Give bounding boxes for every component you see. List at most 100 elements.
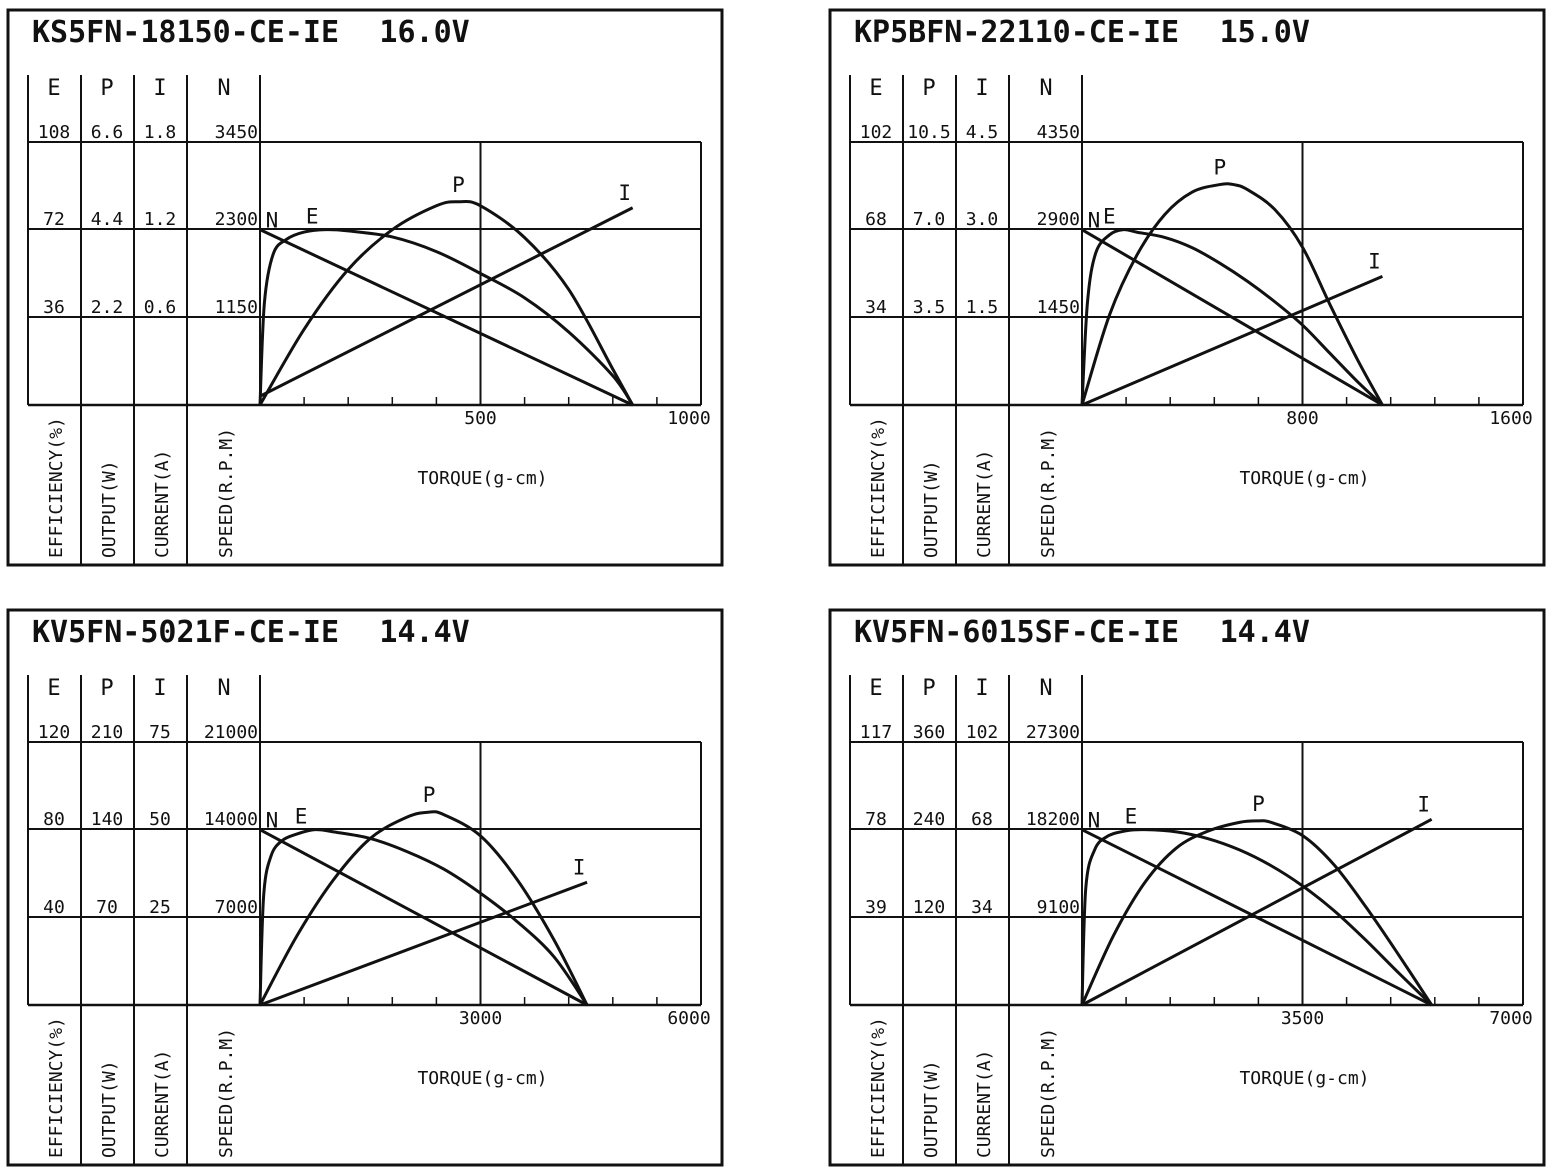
series-curve-N: [1081, 828, 1433, 1007]
y-tick-label: 40: [43, 897, 65, 918]
y-tick-label: 7.0: [913, 209, 946, 230]
chart-voltage: 16.0V: [379, 15, 469, 50]
series-curve-P: [1080, 819, 1433, 1006]
y-tick-label: 102: [966, 722, 999, 743]
y-tick-label: 50: [149, 809, 171, 830]
x-tick-label: 800: [1286, 408, 1319, 429]
y-tick-label: 78: [865, 809, 887, 830]
chart-title: KV5FN-6015SF-CE-IE: [854, 615, 1179, 650]
column-letter: P: [922, 76, 935, 101]
panel-frame: [828, 608, 1546, 1167]
column-axis-label: EFFICIENCY(%): [868, 417, 889, 558]
y-tick-label: 1450: [1037, 297, 1080, 318]
column-letter: N: [1039, 76, 1052, 101]
column-letter: I: [975, 76, 988, 101]
series-label: P: [452, 173, 465, 197]
y-tick-label: 10.5: [907, 122, 950, 143]
column-axis-label: OUTPUT(W): [921, 1060, 942, 1158]
y-tick-label: 34: [971, 897, 993, 918]
y-tick-label: 120: [913, 897, 946, 918]
column-axis-label: CURRENT(A): [152, 1050, 173, 1158]
y-tick-label: 4.4: [91, 209, 124, 230]
y-tick-label: 2900: [1037, 209, 1080, 230]
series-curve-N: [1081, 228, 1384, 407]
x-tick-label: 3500: [1281, 1008, 1324, 1029]
column-letter: P: [100, 676, 113, 701]
y-tick-label: 27300: [1026, 722, 1080, 743]
column-axis-label: CURRENT(A): [152, 450, 173, 558]
series-curve-I: [1081, 275, 1384, 407]
column-axis-label: CURRENT(A): [974, 1050, 995, 1158]
series-curve-N: [259, 828, 588, 1007]
y-tick-label: 9100: [1037, 897, 1080, 918]
series-curve-E: [258, 828, 589, 1006]
y-tick-label: 1150: [215, 297, 258, 318]
y-tick-label: 3450: [215, 122, 258, 143]
y-tick-label: 6.6: [91, 122, 124, 143]
y-tick-label: 14000: [204, 809, 258, 830]
y-tick-label: 21000: [204, 722, 258, 743]
column-axis-label: SPEED(R.P.M): [216, 1028, 237, 1158]
y-tick-label: 25: [149, 897, 171, 918]
x-axis-label: TORQUE(g-cm): [1239, 1068, 1369, 1089]
y-tick-label: 36: [43, 297, 65, 318]
column-letter: P: [100, 76, 113, 101]
column-letter: E: [869, 676, 882, 701]
y-tick-label: 7000: [215, 897, 258, 918]
y-tick-label: 2300: [215, 209, 258, 230]
chart-panel: KS5FN-18150-CE-IE 16.0V E P I N 108 72 36 6.6 4.4 2…: [6, 8, 724, 567]
series-curve-I: [1081, 818, 1433, 1007]
panel-frame: [828, 8, 1546, 567]
y-tick-label: 80: [43, 809, 65, 830]
chart-panel: KV5FN-6015SF-CE-IE 14.4V E P I N 117 78 39 360 240…: [828, 608, 1546, 1167]
x-axis-label: TORQUE(g-cm): [1239, 468, 1369, 489]
y-tick-label: 70: [96, 897, 118, 918]
x-tick-label: 3000: [459, 1008, 502, 1029]
y-tick-label: 39: [865, 897, 887, 918]
series-curve-I: [259, 206, 634, 398]
chart-voltage: 15.0V: [1220, 15, 1310, 50]
y-tick-label: 117: [860, 722, 893, 743]
series-curve-E: [1080, 228, 1384, 407]
column-letter: P: [922, 676, 935, 701]
panel-frame: [6, 8, 724, 567]
column-letter: E: [47, 76, 60, 101]
column-letter: N: [217, 76, 230, 101]
series-label: I: [1417, 792, 1430, 816]
series-curve-P: [258, 199, 634, 406]
y-tick-label: 72: [43, 209, 65, 230]
series-label: E: [306, 205, 319, 229]
y-tick-label: 1.5: [966, 297, 999, 318]
column-axis-label: EFFICIENCY(%): [46, 417, 67, 558]
column-axis-label: OUTPUT(W): [99, 460, 120, 558]
chart-title: KS5FN-18150-CE-IE: [32, 15, 339, 50]
y-tick-label: 18200: [1026, 809, 1080, 830]
x-axis-label: TORQUE(g-cm): [417, 1068, 547, 1089]
series-label: I: [1368, 249, 1381, 273]
y-tick-label: 108: [38, 122, 71, 143]
series-label: N: [266, 809, 279, 833]
series-label: N: [1088, 209, 1101, 233]
x-tick-label: 1000: [667, 408, 710, 429]
column-letter: N: [1039, 676, 1052, 701]
series-curve-N: [259, 228, 634, 407]
series-label: P: [1213, 156, 1226, 180]
chart-title: KP5BFN-22110-CE-IE: [854, 15, 1179, 50]
y-tick-label: 1.8: [144, 122, 177, 143]
x-tick-label: 1600: [1489, 408, 1532, 429]
column-axis-label: EFFICIENCY(%): [46, 1017, 67, 1158]
y-tick-label: 75: [149, 722, 171, 743]
series-curve-E: [258, 228, 634, 406]
y-tick-label: 0.6: [144, 297, 177, 318]
column-axis-label: SPEED(R.P.M): [1038, 1028, 1059, 1158]
x-tick-label: 6000: [667, 1008, 710, 1029]
y-tick-label: 2.2: [91, 297, 124, 318]
y-tick-label: 120: [38, 722, 71, 743]
y-tick-label: 68: [971, 809, 993, 830]
y-tick-label: 4350: [1037, 122, 1080, 143]
column-letter: I: [153, 76, 166, 101]
column-axis-label: EFFICIENCY(%): [868, 1017, 889, 1158]
chart-voltage: 14.4V: [379, 615, 469, 650]
series-curve-I: [259, 880, 588, 1007]
column-letter: N: [217, 676, 230, 701]
